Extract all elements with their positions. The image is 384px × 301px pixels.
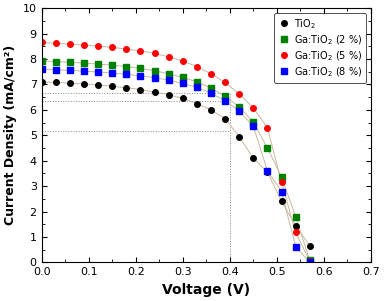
TiO$_2$: [53, 81, 58, 84]
Ga:TiO$_2$ (2 %): [82, 61, 86, 65]
Ga:TiO$_2$ (5 %): [293, 231, 298, 234]
Ga:TiO$_2$ (8 %): [152, 76, 157, 79]
Ga:TiO$_2$ (8 %): [180, 82, 185, 85]
Ga:TiO$_2$ (8 %): [138, 74, 143, 78]
TiO$_2$: [293, 224, 298, 227]
Ga:TiO$_2$ (8 %): [96, 70, 100, 74]
TiO$_2$: [152, 90, 157, 94]
Ga:TiO$_2$ (2 %): [39, 59, 44, 63]
Ga:TiO$_2$ (5 %): [138, 49, 143, 53]
Ga:TiO$_2$ (8 %): [82, 70, 86, 73]
Ga:TiO$_2$ (8 %): [166, 78, 171, 82]
Ga:TiO$_2$ (8 %): [223, 99, 227, 103]
Ga:TiO$_2$ (5 %): [82, 43, 86, 47]
Ga:TiO$_2$ (8 %): [237, 109, 242, 113]
Ga:TiO$_2$ (2 %): [195, 80, 199, 84]
Ga:TiO$_2$ (8 %): [195, 86, 199, 89]
TiO$_2$: [251, 156, 256, 160]
Y-axis label: Current Density (mA/cm²): Current Density (mA/cm²): [4, 45, 17, 225]
TiO$_2$: [82, 82, 86, 86]
TiO$_2$: [124, 86, 129, 90]
Ga:TiO$_2$ (5 %): [223, 81, 227, 84]
Legend: TiO$_2$, Ga:TiO$_2$ (2 %), Ga:TiO$_2$ (5 %), Ga:TiO$_2$ (8 %): TiO$_2$, Ga:TiO$_2$ (2 %), Ga:TiO$_2$ (5…: [275, 13, 366, 83]
Ga:TiO$_2$ (5 %): [209, 72, 213, 76]
Ga:TiO$_2$ (2 %): [124, 65, 129, 68]
Ga:TiO$_2$ (2 %): [251, 120, 256, 124]
TiO$_2$: [279, 200, 284, 203]
Ga:TiO$_2$ (5 %): [166, 55, 171, 58]
Ga:TiO$_2$ (5 %): [39, 41, 44, 44]
Ga:TiO$_2$ (2 %): [110, 63, 114, 67]
Ga:TiO$_2$ (2 %): [53, 60, 58, 64]
Ga:TiO$_2$ (5 %): [265, 126, 270, 129]
Ga:TiO$_2$ (2 %): [279, 175, 284, 179]
Ga:TiO$_2$ (2 %): [223, 94, 227, 98]
Ga:TiO$_2$ (8 %): [68, 69, 72, 72]
TiO$_2$: [237, 135, 242, 138]
X-axis label: Voltage (V): Voltage (V): [162, 283, 250, 297]
Ga:TiO$_2$ (2 %): [308, 259, 312, 262]
Ga:TiO$_2$ (8 %): [308, 261, 312, 264]
Ga:TiO$_2$ (2 %): [265, 146, 270, 150]
Ga:TiO$_2$ (5 %): [53, 42, 58, 45]
TiO$_2$: [96, 83, 100, 87]
Ga:TiO$_2$ (2 %): [68, 61, 72, 64]
TiO$_2$: [138, 88, 143, 91]
Ga:TiO$_2$ (5 %): [237, 92, 242, 96]
Ga:TiO$_2$ (5 %): [110, 45, 114, 49]
Ga:TiO$_2$ (5 %): [195, 65, 199, 68]
Ga:TiO$_2$ (8 %): [110, 71, 114, 75]
Ga:TiO$_2$ (5 %): [308, 259, 312, 263]
Line: TiO$_2$: TiO$_2$: [39, 79, 313, 249]
Ga:TiO$_2$ (2 %): [237, 105, 242, 109]
TiO$_2$: [223, 117, 227, 121]
Ga:TiO$_2$ (8 %): [279, 190, 284, 194]
Ga:TiO$_2$ (5 %): [96, 44, 100, 48]
Line: Ga:TiO$_2$ (5 %): Ga:TiO$_2$ (5 %): [39, 40, 313, 264]
Ga:TiO$_2$ (5 %): [68, 42, 72, 46]
Ga:TiO$_2$ (2 %): [152, 69, 157, 73]
Ga:TiO$_2$ (2 %): [166, 72, 171, 76]
Ga:TiO$_2$ (2 %): [293, 215, 298, 219]
Ga:TiO$_2$ (8 %): [251, 125, 256, 128]
Ga:TiO$_2$ (5 %): [152, 51, 157, 55]
Ga:TiO$_2$ (8 %): [265, 169, 270, 173]
Ga:TiO$_2$ (8 %): [53, 68, 58, 72]
Ga:TiO$_2$ (2 %): [180, 76, 185, 79]
Ga:TiO$_2$ (5 %): [180, 59, 185, 63]
Ga:TiO$_2$ (5 %): [279, 181, 284, 184]
TiO$_2$: [110, 84, 114, 88]
Ga:TiO$_2$ (5 %): [124, 47, 129, 51]
TiO$_2$: [180, 97, 185, 100]
Ga:TiO$_2$ (2 %): [138, 67, 143, 70]
Line: Ga:TiO$_2$ (2 %): Ga:TiO$_2$ (2 %): [39, 58, 313, 263]
Ga:TiO$_2$ (8 %): [124, 73, 129, 76]
TiO$_2$: [68, 81, 72, 85]
Ga:TiO$_2$ (2 %): [209, 86, 213, 90]
TiO$_2$: [265, 170, 270, 174]
TiO$_2$: [195, 102, 199, 105]
Ga:TiO$_2$ (8 %): [39, 67, 44, 71]
TiO$_2$: [39, 80, 44, 84]
Ga:TiO$_2$ (2 %): [96, 62, 100, 66]
Ga:TiO$_2$ (8 %): [293, 245, 298, 248]
Ga:TiO$_2$ (5 %): [251, 106, 256, 110]
TiO$_2$: [209, 108, 213, 112]
TiO$_2$: [166, 93, 171, 96]
TiO$_2$: [308, 244, 312, 248]
Ga:TiO$_2$ (8 %): [209, 91, 213, 95]
Line: Ga:TiO$_2$ (8 %): Ga:TiO$_2$ (8 %): [39, 67, 313, 265]
